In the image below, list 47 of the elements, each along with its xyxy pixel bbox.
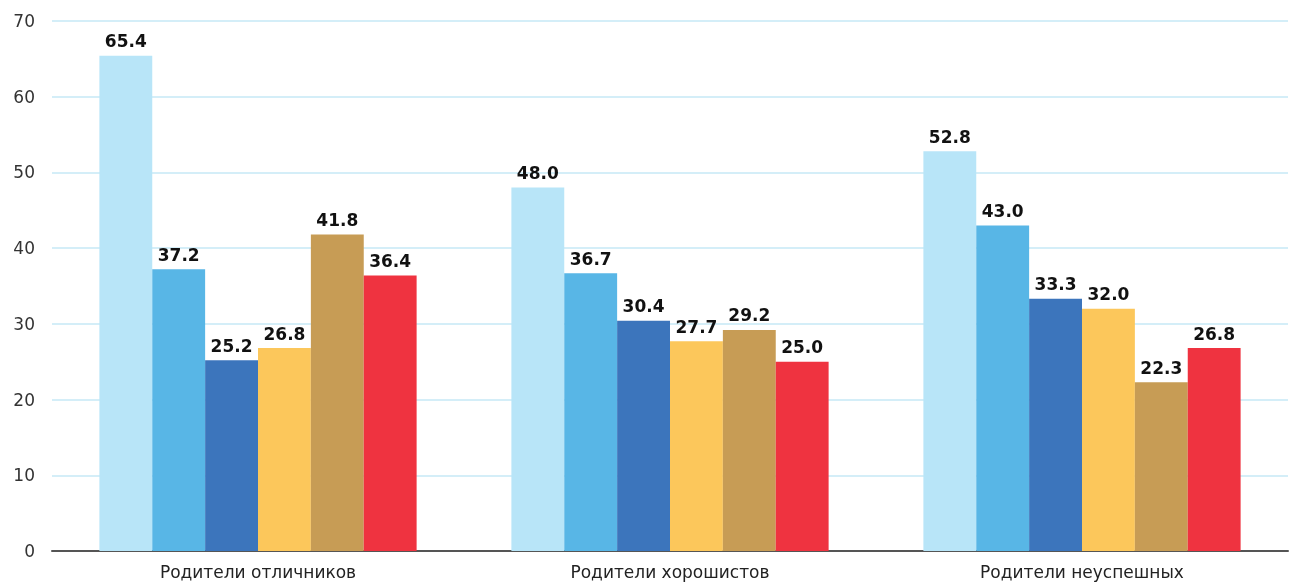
bar [722,329,776,551]
bar [1082,308,1135,551]
bar [1134,382,1188,551]
bar [310,234,364,551]
data-label: 36.7 [569,248,612,269]
x-tick-label: Родители неуспешных [980,561,1184,582]
y-tick-label: 0 [24,541,35,561]
data-label: 27.7 [675,316,718,337]
bar [363,275,417,551]
data-label: 36.4 [369,250,412,271]
x-tick-label: Родители отличников [159,561,357,582]
bar [205,360,258,551]
data-label: 43.0 [981,200,1024,221]
bar [976,225,1030,551]
bar [1029,298,1082,551]
data-label: 48.0 [516,163,559,184]
data-label: 29.2 [728,305,771,326]
y-tick-label: 30 [13,313,35,334]
data-label: 41.8 [316,210,359,231]
data-label: 30.4 [622,296,665,317]
data-label: 26.8 [263,323,306,344]
data-label: 65.4 [104,31,147,52]
y-tick-label: 10 [13,465,35,486]
y-tick-label: 50 [13,162,35,183]
bar [1187,348,1241,551]
bar [617,320,670,551]
bar [99,55,153,551]
y-tick-label: 70 [13,11,35,31]
data-label: 52.8 [928,126,971,147]
x-tick-label: Родители хорошистов [570,561,770,582]
data-label: 22.3 [1140,357,1183,378]
bar [564,273,618,551]
data-label: 33.3 [1034,274,1077,295]
data-label: 25.0 [781,337,824,358]
y-tick-label: 60 [13,86,35,107]
bar [258,348,311,551]
data-label: 32.0 [1087,284,1130,305]
bar [923,151,977,551]
y-tick-label: 20 [13,389,35,410]
bar [152,269,206,551]
bar [670,341,723,551]
bar [511,187,565,551]
bar [775,361,829,551]
data-label: 37.2 [157,244,200,265]
data-label: 26.8 [1193,323,1236,344]
data-label: 25.2 [210,335,253,356]
y-tick-label: 40 [13,238,35,259]
